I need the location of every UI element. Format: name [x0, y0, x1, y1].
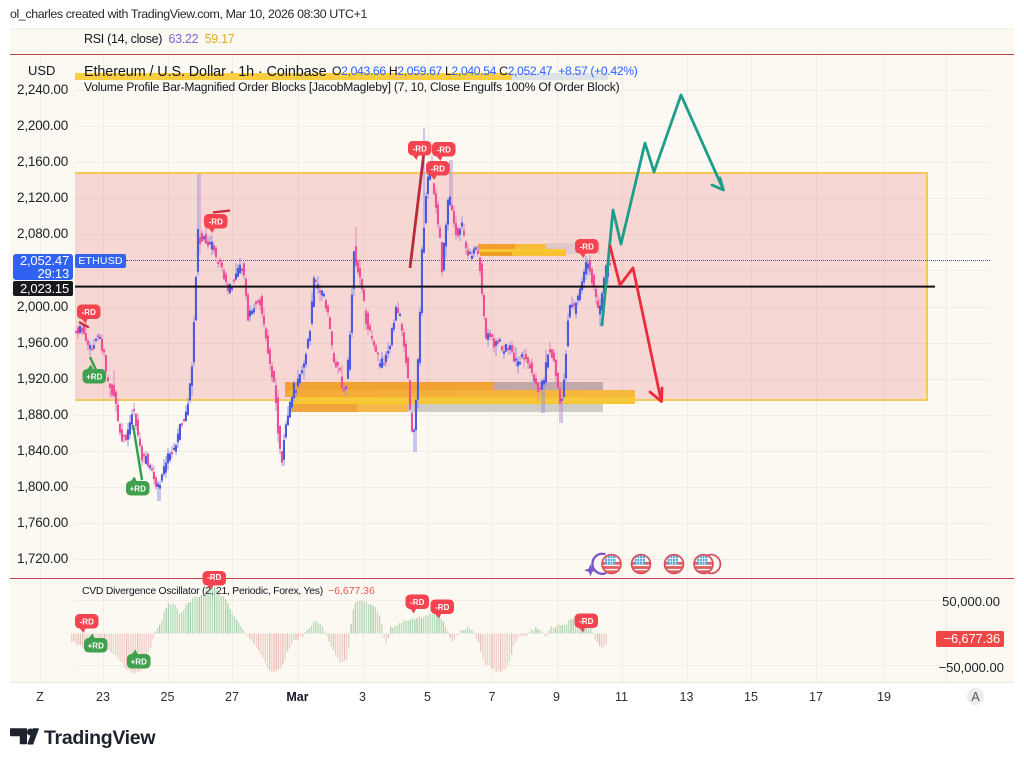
- svg-text:-RD: -RD: [435, 603, 449, 612]
- svg-text:-RD: -RD: [207, 573, 221, 582]
- svg-text:-RD: -RD: [209, 217, 223, 226]
- svg-text:+RD: +RD: [131, 657, 147, 666]
- svg-text:+RD: +RD: [88, 641, 104, 650]
- svg-text:-RD: -RD: [431, 164, 445, 173]
- svg-text:-RD: -RD: [579, 617, 593, 626]
- svg-text:-RD: -RD: [580, 242, 594, 251]
- svg-text:+RD: +RD: [130, 484, 146, 493]
- svg-text:-RD: -RD: [82, 308, 96, 317]
- svg-text:-RD: -RD: [413, 144, 427, 153]
- svg-text:-RD: -RD: [410, 598, 424, 607]
- svg-text:-RD: -RD: [80, 617, 94, 626]
- svg-text:-RD: -RD: [437, 145, 451, 154]
- svg-text:+RD: +RD: [86, 372, 102, 381]
